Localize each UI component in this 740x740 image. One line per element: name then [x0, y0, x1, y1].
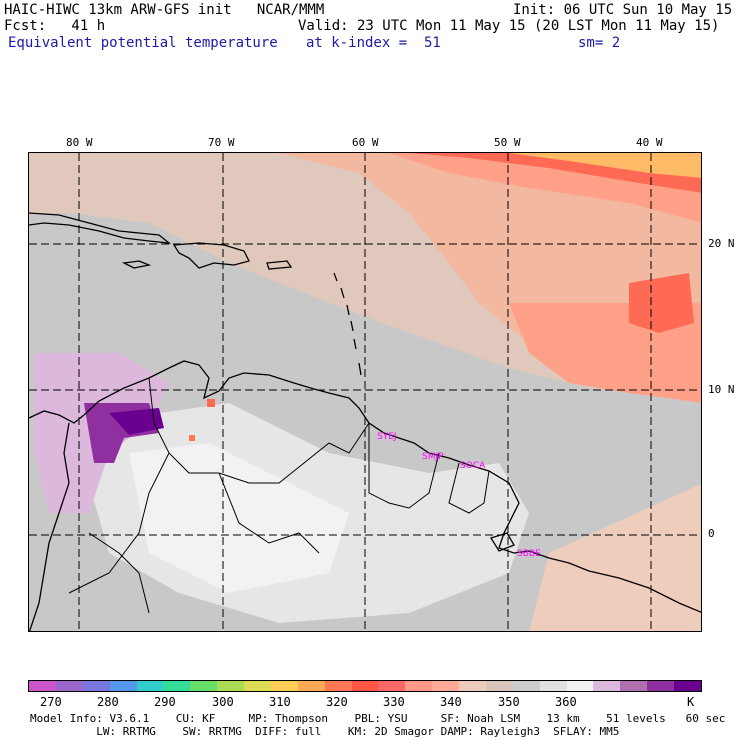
colorbar-swatch	[620, 681, 648, 691]
colorbar-swatch	[29, 681, 56, 691]
colorbar-label: 290	[154, 695, 176, 709]
colorbar-swatch	[55, 681, 83, 691]
colorbar-label: 270	[40, 695, 62, 709]
colorbar-swatch	[566, 681, 594, 691]
colorbar-swatch	[297, 681, 325, 691]
lon-label-60w: 60 W	[352, 136, 379, 149]
colorbar-swatch	[109, 681, 137, 691]
model-info-line2: LW: RRTMG SW: RRTMG DIFF: full KM: 2D Sm…	[30, 725, 620, 738]
colorbar-label: 280	[97, 695, 119, 709]
colorbar-swatch	[190, 681, 218, 691]
colorbar-label: 320	[326, 695, 348, 709]
station-label-syej: SYEJ	[377, 432, 397, 442]
theta-e-field	[29, 153, 701, 631]
colorbar-swatch	[324, 681, 352, 691]
colorbar-swatch	[512, 681, 540, 691]
field-name: Equivalent potential temperature	[8, 35, 278, 51]
forecast-hour: Fcst: 41 h	[4, 18, 106, 34]
colorbar-swatch	[485, 681, 513, 691]
colorbar-swatch	[163, 681, 191, 691]
colorbar-swatch	[432, 681, 459, 691]
colorbar-swatch	[82, 681, 110, 691]
colorbar-swatch	[136, 681, 164, 691]
lat-label-20n: 20 N	[708, 237, 735, 250]
station-label-sbbe: SBBE	[517, 549, 541, 559]
colorbar-label: 310	[269, 695, 291, 709]
colorbar-label: 340	[440, 695, 462, 709]
lon-label-70w: 70 W	[208, 136, 235, 149]
lon-label-80w: 80 W	[66, 136, 93, 149]
map-panel: SYEJ SMJP SOCA SBBE	[28, 152, 702, 632]
colorbar-swatch	[217, 681, 244, 691]
model-info-line1: Model Info: V3.6.1 CU: KF MP: Thompson P…	[30, 712, 726, 725]
colorbar	[28, 680, 702, 692]
lat-label-10n: 10 N	[708, 383, 735, 396]
colorbar-label: 300	[212, 695, 234, 709]
colorbar-label: 330	[383, 695, 405, 709]
colorbar-swatch	[459, 681, 486, 691]
station-label-smjp: SMJP	[422, 452, 444, 462]
colorbar-swatch	[378, 681, 406, 691]
colorbar-swatch	[647, 681, 674, 691]
lat-label-equator: 0	[708, 527, 715, 540]
colorbar-label: K	[687, 695, 695, 709]
plot-title: HAIC-HIWC 13km ARW-GFS init NCAR/MMM	[4, 2, 325, 18]
colorbar-swatch	[539, 681, 567, 691]
colorbar-swatch	[270, 681, 298, 691]
colorbar-swatch	[405, 681, 433, 691]
init-time: Init: 06 UTC Sun 10 May 15	[513, 2, 733, 18]
colorbar-swatch	[244, 681, 271, 691]
lon-label-40w: 40 W	[636, 136, 663, 149]
valid-time: Valid: 23 UTC Mon 11 May 15 (20 LST Mon …	[298, 18, 720, 34]
colorbar-label: 350	[498, 695, 520, 709]
colorbar-swatch	[593, 681, 621, 691]
colorbar-swatch	[351, 681, 379, 691]
colorbar-label: 360	[555, 695, 577, 709]
level-index: at k-index = 51	[306, 35, 441, 51]
station-label-soca: SOCA	[460, 461, 486, 471]
lon-label-50w: 50 W	[494, 136, 521, 149]
smoothing: sm= 2	[578, 35, 621, 51]
colorbar-swatch	[674, 681, 701, 691]
